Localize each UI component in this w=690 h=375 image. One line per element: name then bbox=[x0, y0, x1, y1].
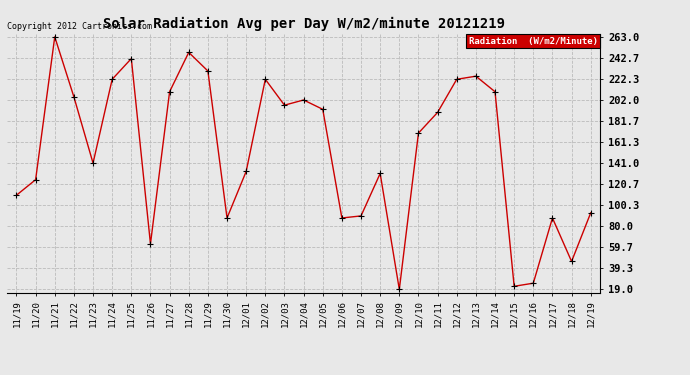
Text: Radiation  (W/m2/Minute): Radiation (W/m2/Minute) bbox=[469, 36, 598, 45]
Text: Copyright 2012 Cartronics.com: Copyright 2012 Cartronics.com bbox=[7, 22, 152, 31]
Title: Solar Radiation Avg per Day W/m2/minute 20121219: Solar Radiation Avg per Day W/m2/minute … bbox=[103, 17, 504, 31]
